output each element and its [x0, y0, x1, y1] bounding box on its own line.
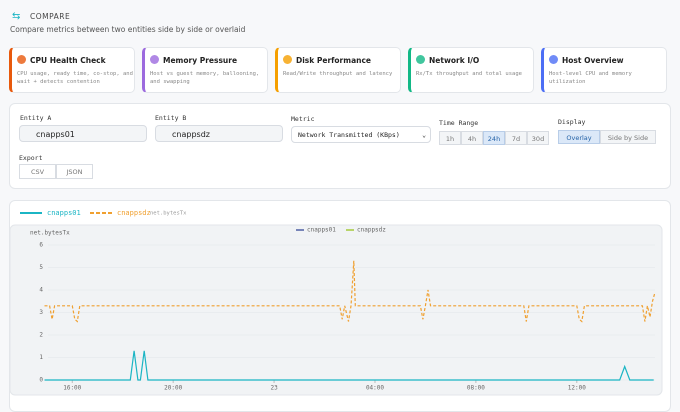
card-title: CPU Health Check — [30, 56, 106, 65]
x-tick-label: 08:00 — [467, 385, 485, 392]
x-tick-label: 16:00 — [63, 385, 81, 392]
x-tick-label: 12:00 — [568, 385, 586, 392]
legend-label: cnappsdz — [357, 227, 386, 234]
export-button[interactable]: CSV — [19, 164, 56, 179]
y-tick-label: 0 — [39, 377, 43, 384]
header-subtitle: Compare metrics between two entities sid… — [10, 25, 246, 34]
legend-label: cnappsdz — [117, 209, 151, 217]
nav-card[interactable]: Network I/O Rx/Tx throughput and total us… — [408, 47, 534, 93]
entity-a-input[interactable]: cnapps01 — [19, 125, 147, 142]
nav-card[interactable]: Disk Performance Read/Write throughput an… — [275, 47, 401, 93]
card-icon — [17, 55, 26, 64]
legend-label: cnapps01 — [47, 209, 81, 217]
metric-label: net.bytesTx — [150, 211, 187, 217]
card-icon — [283, 55, 292, 64]
y-tick-label: 2 — [39, 332, 43, 339]
card-icon — [416, 55, 425, 64]
label: Export — [19, 154, 43, 162]
card-description: CPU usage, ready time, co-stop, and wait… — [17, 71, 133, 85]
card-title: Host Overview — [562, 56, 624, 65]
entity-b-input[interactable]: cnappsdz — [155, 125, 283, 142]
legend-label: cnapps01 — [307, 227, 336, 234]
time-range-button[interactable]: 24h — [483, 131, 505, 145]
form-panel: Entity A cnapps01 Entity B cnappsdz Metr… — [9, 103, 671, 189]
time-range-button[interactable]: 30d — [527, 131, 549, 145]
card-description: Rx/Tx throughput and total usage — [416, 71, 522, 77]
card-description: Read/Write throughput and latency — [283, 71, 393, 77]
plot-background — [9, 224, 663, 396]
series-line — [44, 350, 654, 381]
label: Entity A — [20, 114, 52, 122]
y-axis-title: net.bytesTx — [30, 230, 70, 237]
series-line — [44, 260, 656, 323]
time-range-button[interactable]: 7d — [505, 131, 527, 145]
nav-card[interactable]: Host Overview Host-level CPU and memory u… — [541, 47, 667, 93]
display-button[interactable]: Overlay — [558, 130, 600, 144]
y-tick-label: 6 — [39, 242, 43, 249]
card-title: Network I/O — [429, 56, 480, 65]
y-tick-label: 4 — [39, 287, 43, 294]
card-description: Host vs guest memory, ballooning, and sw… — [150, 71, 260, 85]
export-button[interactable]: JSON — [56, 164, 93, 179]
card-description: Host-level CPU and memory utilization — [549, 71, 632, 85]
x-tick-label: 04:00 — [366, 385, 384, 392]
x-tick-label: 20:00 — [164, 385, 182, 392]
card-title: Memory Pressure — [163, 56, 238, 65]
compare-icon: ⇆ — [12, 11, 21, 22]
y-tick-label: 5 — [39, 264, 43, 271]
card-icon — [549, 55, 558, 64]
card-title: Disk Performance — [296, 56, 372, 65]
input-value: cnapps01 — [36, 130, 75, 139]
label: Display — [558, 118, 586, 126]
label: Entity B — [155, 114, 187, 122]
nav-card[interactable]: Memory Pressure Host vs guest memory, bal… — [142, 47, 268, 93]
label: Metric — [291, 115, 315, 123]
y-tick-label: 1 — [39, 354, 43, 361]
input-value: cnappsdz — [172, 130, 210, 139]
x-tick-label: 23 — [270, 385, 278, 392]
select-value: Network Transmitted (KBps) — [298, 131, 400, 139]
label: Time Range — [439, 119, 479, 127]
metric-select[interactable]: Network Transmitted (KBps) ⌄ — [291, 126, 431, 143]
nav-card[interactable]: CPU Health Check CPU usage, ready time, c… — [9, 47, 135, 93]
page: ⇆ COMPARE Compare metrics between two en… — [9, 11, 671, 412]
display-button[interactable]: Side by Side — [600, 130, 656, 144]
card-icon — [150, 55, 159, 64]
time-range-button[interactable]: 1h — [439, 131, 461, 145]
time-range-button[interactable]: 4h — [461, 131, 483, 145]
header-title: COMPARE — [30, 12, 71, 21]
y-tick-label: 3 — [39, 309, 43, 316]
